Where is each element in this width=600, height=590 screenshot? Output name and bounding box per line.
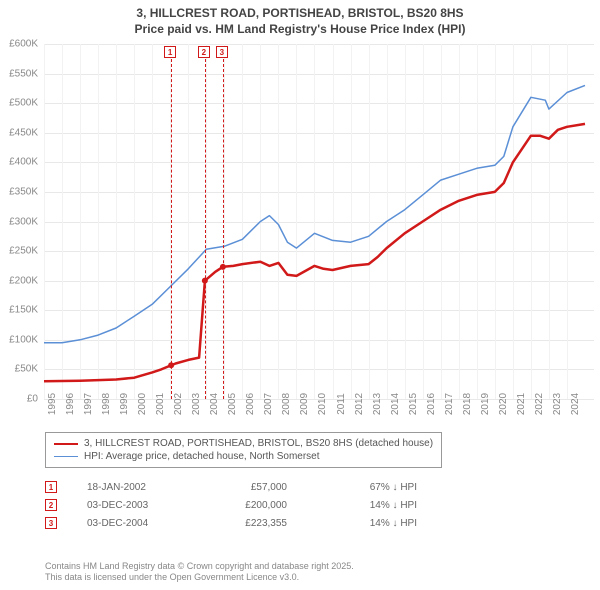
table-hpi: 67% ↓ HPI bbox=[317, 482, 417, 493]
chart-marker: 2 bbox=[198, 46, 210, 58]
table-date: 03-DEC-2003 bbox=[87, 500, 187, 511]
table-hpi: 14% ↓ HPI bbox=[317, 518, 417, 529]
footer-line2: This data is licensed under the Open Gov… bbox=[45, 572, 354, 584]
table-marker: 1 bbox=[45, 481, 57, 493]
sales-table: 1 18-JAN-2002 £57,000 67% ↓ HPI 2 03-DEC-2003… bbox=[45, 478, 417, 532]
chart-marker: 3 bbox=[216, 46, 228, 58]
table-row: 3 03-DEC-2004 £223,355 14% ↓ HPI bbox=[45, 514, 417, 532]
chart-title-line1: 3, HILLCREST ROAD, PORTISHEAD, BRISTOL, … bbox=[0, 0, 600, 22]
footer-line1: Contains HM Land Registry data © Crown c… bbox=[45, 561, 354, 573]
chart-marker: 1 bbox=[164, 46, 176, 58]
legend-label: 3, HILLCREST ROAD, PORTISHEAD, BRISTOL, … bbox=[84, 438, 433, 449]
table-row: 2 03-DEC-2003 £200,000 14% ↓ HPI bbox=[45, 496, 417, 514]
chart-lines bbox=[6, 44, 594, 424]
legend: 3, HILLCREST ROAD, PORTISHEAD, BRISTOL, … bbox=[45, 432, 442, 468]
table-marker: 3 bbox=[45, 517, 57, 529]
table-price: £223,355 bbox=[217, 518, 287, 529]
legend-label: HPI: Average price, detached house, Nort… bbox=[84, 451, 320, 462]
table-hpi: 14% ↓ HPI bbox=[317, 500, 417, 511]
table-price: £57,000 bbox=[217, 482, 287, 493]
chart-area: £0£50K£100K£150K£200K£250K£300K£350K£400… bbox=[6, 44, 594, 424]
footer: Contains HM Land Registry data © Crown c… bbox=[45, 561, 354, 584]
table-date: 18-JAN-2002 bbox=[87, 482, 187, 493]
chart-title-line2: Price paid vs. HM Land Registry's House … bbox=[0, 22, 600, 38]
chart-container: 3, HILLCREST ROAD, PORTISHEAD, BRISTOL, … bbox=[0, 0, 600, 590]
table-price: £200,000 bbox=[217, 500, 287, 511]
legend-swatch bbox=[54, 443, 78, 445]
legend-item: HPI: Average price, detached house, Nort… bbox=[54, 450, 433, 463]
table-row: 1 18-JAN-2002 £57,000 67% ↓ HPI bbox=[45, 478, 417, 496]
legend-item: 3, HILLCREST ROAD, PORTISHEAD, BRISTOL, … bbox=[54, 437, 433, 450]
table-date: 03-DEC-2004 bbox=[87, 518, 187, 529]
legend-swatch bbox=[54, 456, 78, 457]
table-marker: 2 bbox=[45, 499, 57, 511]
